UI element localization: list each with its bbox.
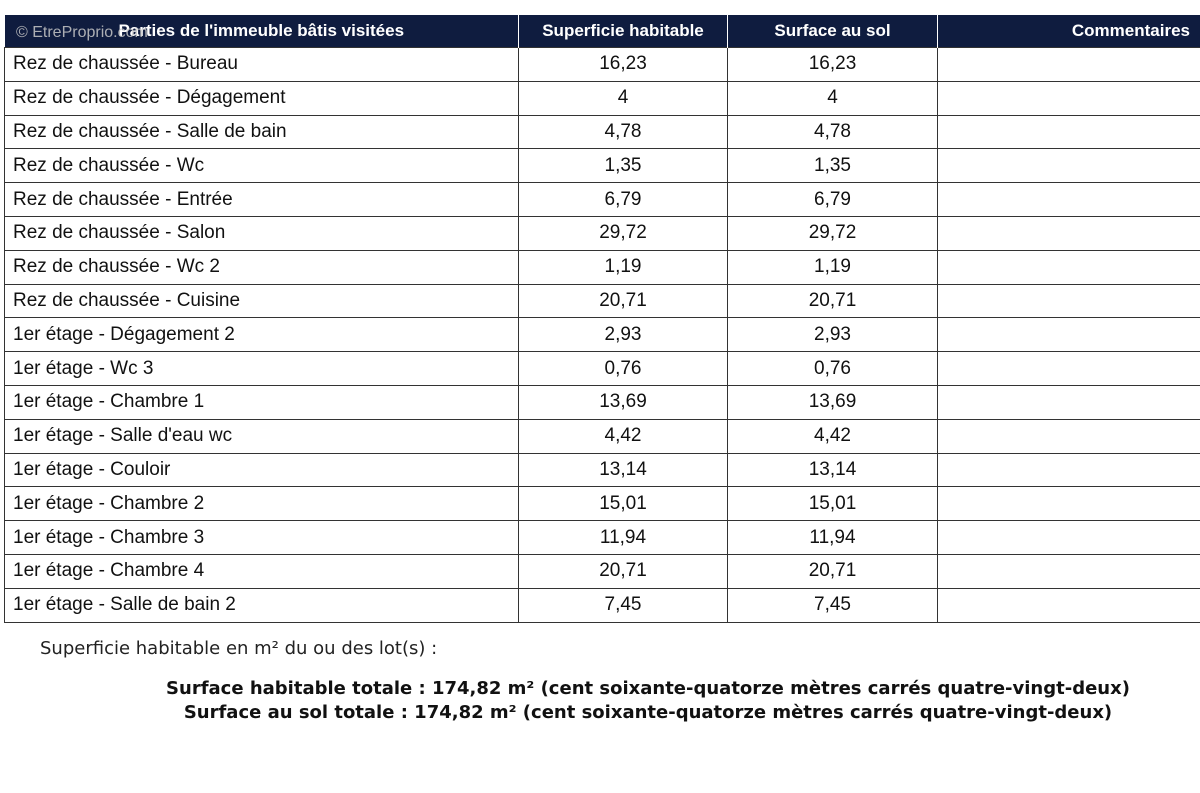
area-cell: 2,93 — [727, 317, 938, 353]
summary-line: Surface habitable totale : 174,82 m² (ce… — [166, 678, 1130, 699]
comment-cell — [937, 418, 1200, 454]
table-row: Rez de chaussée - Bureau 16,23 16,23 — [4, 47, 1200, 82]
surface-table: Parties de l'immeuble bâtis visitées Supe… — [4, 15, 1200, 623]
table-row: Rez de chaussée - Entrée 6,79 6,79 — [4, 182, 1200, 217]
comment-cell — [937, 317, 1200, 353]
table-row: 1er étage - Wc 3 0,76 0,76 — [4, 351, 1200, 386]
table-row: 1er étage - Dégagement 2 2,93 2,93 — [4, 317, 1200, 353]
comment-cell — [937, 148, 1200, 184]
area-cell: 29,72 — [727, 215, 938, 251]
area-cell: 1,35 — [518, 148, 728, 184]
table-row: Rez de chaussée - Wc 2 1,19 1,19 — [4, 249, 1200, 285]
room-cell: 1er étage - Dégagement 2 — [4, 317, 519, 353]
area-cell: 15,01 — [727, 486, 938, 522]
column-header: Commentaires — [937, 15, 1200, 48]
area-cell: 4,78 — [518, 114, 728, 150]
area-cell: 20,71 — [518, 283, 728, 319]
comment-cell — [937, 520, 1200, 555]
area-cell: 29,72 — [518, 215, 728, 251]
area-cell: 4,42 — [727, 418, 938, 454]
area-cell: 15,01 — [518, 486, 728, 522]
room-cell: 1er étage - Chambre 3 — [4, 520, 519, 555]
room-cell: Rez de chaussée - Salle de bain — [4, 114, 519, 150]
room-cell: Rez de chaussée - Salon — [4, 215, 519, 251]
area-cell: 7,45 — [518, 587, 728, 623]
room-cell: Rez de chaussée - Cuisine — [4, 283, 519, 319]
summary-line: Surface au sol totale : 174,82 m² (cent … — [183, 702, 1113, 723]
area-cell: 4,42 — [518, 418, 728, 454]
area-cell: 1,35 — [727, 148, 938, 184]
comment-cell — [937, 114, 1200, 150]
table-row: 1er étage - Chambre 3 11,94 11,94 — [4, 520, 1200, 555]
room-cell: Rez de chaussée - Bureau — [4, 47, 519, 82]
comment-cell — [937, 80, 1200, 116]
table-row: Rez de chaussée - Dégagement 4 4 — [4, 80, 1200, 116]
area-cell: 0,76 — [727, 351, 938, 386]
area-cell: 13,14 — [518, 452, 728, 488]
table-body: Rez de chaussée - Bureau 16,23 16,23 Rez de… — [4, 47, 1200, 623]
area-cell: 11,94 — [727, 520, 938, 555]
room-cell: 1er étage - Chambre 4 — [4, 553, 519, 589]
comment-cell — [937, 587, 1200, 623]
comment-cell — [937, 47, 1200, 82]
comment-cell — [937, 283, 1200, 319]
room-cell: 1er étage - Chambre 1 — [4, 384, 519, 420]
area-cell: 0,76 — [518, 351, 728, 386]
comment-cell — [937, 452, 1200, 488]
table-row: 1er étage - Chambre 1 13,69 13,69 — [4, 384, 1200, 420]
table-row: 1er étage - Salle de bain 2 7,45 7,45 — [4, 587, 1200, 623]
comment-cell — [937, 486, 1200, 522]
area-cell: 20,71 — [727, 283, 938, 319]
table-row: 1er étage - Salle d'eau wc 4,42 4,42 — [4, 418, 1200, 454]
watermark: © EtreProprio.com — [16, 24, 148, 41]
column-header: Superficie habitable — [518, 15, 728, 48]
area-cell: 13,14 — [727, 452, 938, 488]
area-cell: 13,69 — [518, 384, 728, 420]
room-cell: Rez de chaussée - Wc 2 — [4, 249, 519, 285]
area-cell: 13,69 — [727, 384, 938, 420]
table-row: 1er étage - Chambre 2 15,01 15,01 — [4, 486, 1200, 522]
table-row: Rez de chaussée - Salle de bain 4,78 4,78 — [4, 114, 1200, 150]
area-cell: 16,23 — [727, 47, 938, 82]
comment-cell — [937, 384, 1200, 420]
room-cell: Rez de chaussée - Wc — [4, 148, 519, 184]
table-row: 1er étage - Chambre 4 20,71 20,71 — [4, 553, 1200, 589]
table-row: Rez de chaussée - Wc 1,35 1,35 — [4, 148, 1200, 184]
area-cell: 6,79 — [727, 182, 938, 217]
area-cell: 4 — [727, 80, 938, 116]
area-cell: 4 — [518, 80, 728, 116]
room-cell: 1er étage - Couloir — [4, 452, 519, 488]
comment-cell — [937, 249, 1200, 285]
room-cell: 1er étage - Wc 3 — [4, 351, 519, 386]
room-cell: 1er étage - Chambre 2 — [4, 486, 519, 522]
comment-cell — [937, 182, 1200, 217]
room-cell: Rez de chaussée - Dégagement — [4, 80, 519, 116]
comment-cell — [937, 215, 1200, 251]
area-cell: 1,19 — [518, 249, 728, 285]
summary-intro: Superficie habitable en m² du ou des lot… — [40, 638, 438, 659]
room-cell: Rez de chaussée - Entrée — [4, 182, 519, 217]
room-cell: 1er étage - Salle d'eau wc — [4, 418, 519, 454]
area-cell: 11,94 — [518, 520, 728, 555]
table-row: Rez de chaussée - Salon 29,72 29,72 — [4, 215, 1200, 251]
column-header: Surface au sol — [727, 15, 938, 48]
column-header: Parties de l'immeuble bâtis visitées — [4, 15, 519, 48]
area-cell: 6,79 — [518, 182, 728, 217]
area-cell: 20,71 — [727, 553, 938, 589]
area-cell: 1,19 — [727, 249, 938, 285]
comment-cell — [937, 351, 1200, 386]
table-row: 1er étage - Couloir 13,14 13,14 — [4, 452, 1200, 488]
table-row: Rez de chaussée - Cuisine 20,71 20,71 — [4, 283, 1200, 319]
area-cell: 7,45 — [727, 587, 938, 623]
header-row: Parties de l'immeuble bâtis visitées Supe… — [4, 15, 1200, 48]
room-cell: 1er étage - Salle de bain 2 — [4, 587, 519, 623]
area-cell: 16,23 — [518, 47, 728, 82]
comment-cell — [937, 553, 1200, 589]
area-cell: 2,93 — [518, 317, 728, 353]
area-cell: 20,71 — [518, 553, 728, 589]
area-cell: 4,78 — [727, 114, 938, 150]
